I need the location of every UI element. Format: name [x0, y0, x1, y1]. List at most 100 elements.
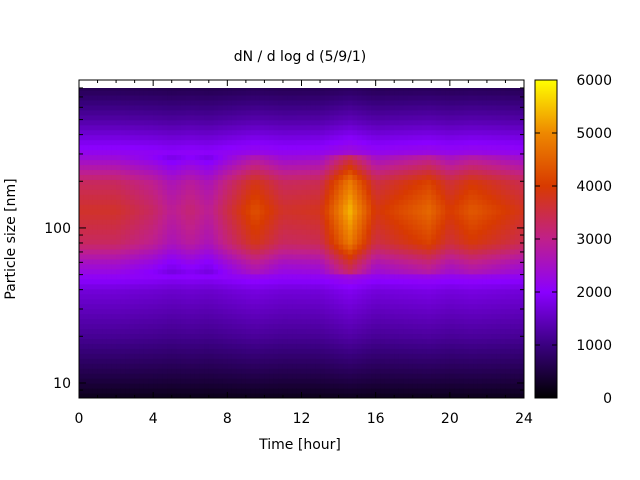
heatmap-cell: [227, 388, 233, 394]
heatmap-cell: [171, 169, 177, 176]
heatmap-cell: [241, 134, 247, 141]
heatmap-cell: [403, 388, 409, 394]
heatmap-cell: [315, 293, 321, 300]
heatmap-cell: [190, 328, 196, 335]
heatmap-cell: [389, 373, 395, 379]
heatmap-cell: [92, 358, 99, 364]
heatmap-cell: [157, 154, 164, 161]
heatmap-cell: [417, 214, 423, 220]
heatmap-cell: [231, 273, 238, 280]
heatmap-cell: [389, 229, 395, 235]
heatmap-cell: [269, 199, 275, 205]
heatmap-cell: [320, 328, 326, 335]
heatmap-cell: [97, 194, 103, 200]
heatmap-cell: [106, 234, 113, 240]
heatmap-cell: [417, 229, 423, 235]
heatmap-cell: [301, 179, 307, 185]
heatmap-cell: [403, 333, 409, 339]
heatmap-cell: [171, 313, 177, 320]
heatmap-cell: [384, 214, 391, 220]
heatmap-cell: [213, 109, 219, 116]
heatmap-cell: [106, 209, 113, 215]
heatmap-cell: [273, 353, 279, 359]
heatmap-cell: [371, 313, 377, 320]
heatmap-cell: [176, 88, 182, 91]
heatmap-cell: [347, 268, 354, 275]
heatmap-cell: [218, 383, 224, 389]
heatmap-cell: [273, 278, 279, 285]
heatmap-cell: [403, 114, 409, 121]
heatmap-cell: [139, 214, 145, 220]
heatmap-cell: [435, 383, 442, 389]
heatmap-cell: [213, 343, 219, 349]
heatmap-cell: [92, 209, 99, 215]
heatmap-cell: [97, 243, 103, 250]
heatmap-cell: [259, 124, 266, 131]
heatmap-cell: [111, 214, 117, 220]
heatmap-cell: [153, 308, 159, 315]
heatmap-cell: [338, 109, 344, 116]
heatmap-cell: [412, 318, 418, 325]
heatmap-cell: [278, 109, 284, 116]
heatmap-cell: [236, 323, 242, 330]
heatmap-cell: [398, 149, 405, 156]
heatmap-cell: [412, 139, 418, 146]
heatmap-cell: [167, 278, 173, 285]
heatmap-cell: [79, 89, 85, 96]
heatmap-cell: [204, 373, 210, 379]
heatmap-cell: [129, 378, 136, 384]
heatmap-cell: [333, 298, 340, 305]
heatmap-cell: [417, 363, 423, 369]
heatmap-cell: [408, 368, 414, 374]
heatmap-cell: [315, 328, 321, 335]
heatmap-cell: [343, 164, 349, 171]
heatmap-cell: [245, 184, 252, 190]
heatmap-cell: [167, 99, 173, 106]
heatmap-cell: [255, 393, 261, 398]
heatmap-cell: [153, 283, 159, 290]
heatmap-cell: [343, 303, 349, 310]
heatmap-cell: [129, 288, 136, 295]
heatmap-cell: [347, 234, 354, 240]
heatmap-cell: [180, 298, 187, 305]
heatmap-cell: [408, 268, 414, 275]
heatmap-cell: [282, 358, 289, 364]
heatmap-cell: [343, 323, 349, 330]
heatmap-cell: [384, 88, 391, 91]
heatmap-cell: [250, 94, 256, 101]
heatmap-cell: [417, 368, 423, 374]
heatmap-cell: [324, 348, 330, 354]
heatmap-cell: [245, 298, 252, 305]
heatmap-cell: [218, 174, 224, 180]
heatmap-cell: [218, 318, 224, 325]
heatmap-cell: [435, 333, 442, 339]
heatmap-cell: [361, 159, 367, 166]
heatmap-cell: [134, 114, 140, 121]
heatmap-cell: [111, 179, 117, 185]
heatmap-cell: [380, 219, 386, 225]
heatmap-cell: [426, 234, 432, 240]
heatmap-cell: [231, 219, 238, 225]
heatmap-cell: [371, 323, 377, 330]
heatmap-cell: [129, 169, 136, 176]
heatmap-cell: [88, 378, 94, 384]
heatmap-cell: [204, 88, 210, 91]
heatmap-cell: [398, 278, 405, 285]
heatmap-cell: [194, 129, 201, 136]
heatmap-cell: [167, 104, 173, 111]
heatmap-cell: [92, 194, 99, 200]
heatmap-cell: [222, 209, 228, 215]
heatmap-cell: [398, 219, 405, 225]
heatmap-cell: [180, 338, 187, 344]
heatmap-cell: [371, 273, 377, 280]
heatmap-cell: [111, 248, 117, 255]
heatmap-cell: [343, 348, 349, 354]
heatmap-cell: [394, 318, 400, 325]
heatmap-cell: [204, 229, 210, 235]
heatmap-cell: [213, 229, 219, 235]
heatmap-cell: [143, 353, 150, 359]
heatmap-cell: [79, 184, 85, 190]
heatmap-cell: [194, 383, 201, 389]
heatmap-cell: [111, 373, 117, 379]
heatmap-cell: [97, 388, 103, 394]
